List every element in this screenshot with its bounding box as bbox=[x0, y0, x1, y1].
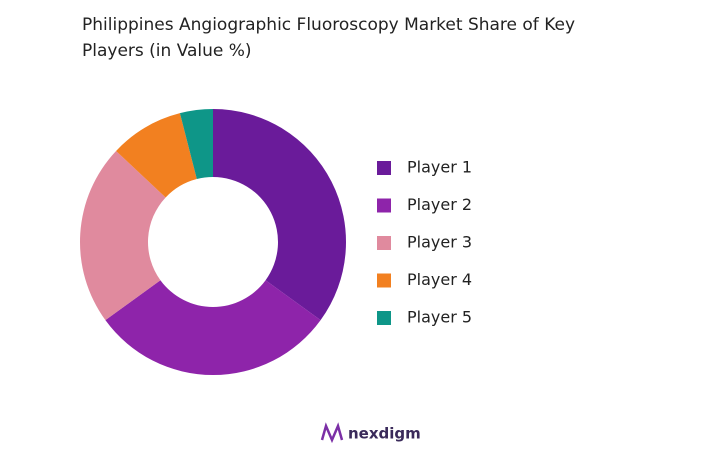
legend-label: Player 1 bbox=[407, 158, 472, 177]
logo: nexdigm bbox=[320, 422, 421, 444]
legend-swatch bbox=[377, 236, 391, 250]
donut-slice bbox=[105, 280, 321, 376]
legend-swatch bbox=[377, 198, 391, 213]
legend-swatch bbox=[377, 273, 391, 288]
donut-slice bbox=[179, 109, 213, 180]
legend-label: Player 4 bbox=[407, 270, 472, 289]
donut-slice bbox=[116, 113, 197, 198]
legend-label: Player 3 bbox=[407, 233, 472, 252]
legend-swatch bbox=[377, 161, 391, 175]
logo-text: nexdigm bbox=[348, 425, 421, 443]
legend-label: Player 2 bbox=[407, 195, 472, 214]
logo-icon bbox=[320, 422, 344, 444]
legend-label: Player 5 bbox=[407, 308, 472, 327]
chart-title: Philippines Angiographic Fluoroscopy Mar… bbox=[82, 15, 576, 61]
donut-slice bbox=[80, 150, 166, 321]
donut-slice bbox=[213, 109, 347, 321]
legend-swatch bbox=[377, 311, 391, 325]
